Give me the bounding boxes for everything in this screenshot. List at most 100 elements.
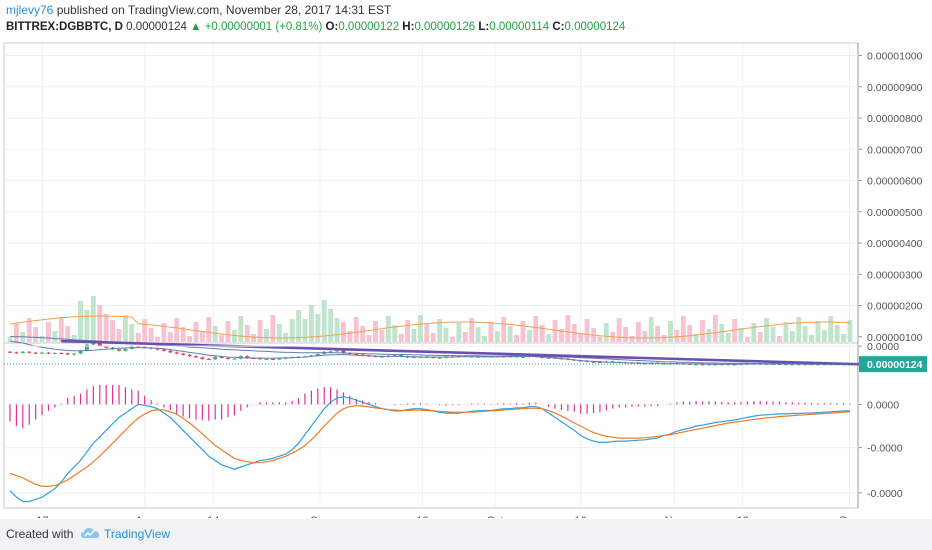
volume-bar (110, 320, 116, 342)
volume-bar (71, 335, 77, 342)
volume-bar (347, 331, 353, 342)
volume-bar (187, 336, 192, 342)
volume-bar (456, 323, 462, 342)
candle-body (8, 351, 12, 353)
volume-bar (552, 320, 558, 342)
volume-bar (174, 318, 180, 342)
volume-bar (706, 329, 712, 342)
volume-bar (405, 320, 410, 342)
volume-bar (46, 322, 51, 342)
volume-bar (738, 328, 744, 342)
volume-bar (302, 319, 308, 342)
volume-bar (424, 324, 430, 342)
y-tick-label: 0.00000300 (867, 269, 923, 281)
volume-bar (712, 315, 718, 342)
volume-bar (430, 333, 436, 342)
y-tick-label: 0.00000500 (867, 207, 923, 219)
volume-bar (122, 315, 128, 342)
volume-bar (270, 315, 276, 342)
x-tick-label: Nov (665, 515, 685, 518)
y-tick-label: 0.00000700 (867, 144, 923, 156)
candle-body (46, 352, 51, 354)
publish-info: mjlevy76 published on TradingView.com, N… (6, 3, 391, 17)
candle-body (700, 364, 705, 366)
volume-bar (597, 337, 603, 342)
candle-body (104, 346, 109, 348)
candle-body (520, 356, 525, 358)
volume-bar (507, 326, 513, 342)
last-price-label: 0.00000124 (867, 359, 923, 371)
symbol-label: BITTREX:DGBBTC, D (6, 21, 123, 33)
volume-bar (488, 322, 494, 342)
y-tick-label: 0.00000900 (867, 82, 923, 94)
volume-bar (437, 319, 443, 342)
x-tick-label: 13 (737, 515, 749, 518)
candle-body (91, 342, 96, 345)
volume-bar (84, 310, 90, 342)
signal-line (9, 405, 851, 487)
author-link[interactable]: mjlevy76 (6, 3, 54, 17)
volume-bar (26, 318, 32, 342)
volume-bar (834, 325, 840, 342)
candle-body (277, 358, 282, 360)
volume-bar (719, 324, 725, 342)
price-chart[interactable]: 17 Aug 14 Sep 18 Oct 16 Nov 13 Dec 0.00001000 0.000… (0, 38, 932, 518)
candle-body (771, 363, 776, 365)
volume-bar (648, 317, 654, 342)
candle-body (123, 348, 128, 351)
volume-bar (206, 317, 212, 342)
macd-y-tick-label: 0.0000 (867, 341, 899, 353)
volume-bar (578, 333, 584, 342)
volume-bar (757, 332, 763, 342)
footer-bar: Created with TradingView (0, 519, 932, 550)
volume-bar (411, 329, 417, 342)
high-label: H: (402, 21, 415, 33)
volume-bar (533, 316, 539, 342)
volume-bar (334, 318, 340, 342)
volume-bar (494, 331, 500, 342)
volume-bar (251, 334, 257, 342)
volume-bar (559, 329, 564, 342)
candle-body (200, 357, 205, 359)
volume-bar (789, 331, 795, 342)
volume-bar (142, 319, 148, 342)
candle-body (65, 353, 70, 355)
tradingview-brand[interactable]: TradingView (104, 527, 171, 541)
volume-bar (417, 315, 423, 342)
volume-bar (841, 334, 847, 342)
volume-bar (546, 334, 552, 342)
candle-body (161, 349, 166, 351)
volume-bar (385, 316, 391, 342)
candle-body (694, 364, 699, 366)
high-value: 0.00000126 (414, 21, 476, 33)
volume-bar (289, 319, 295, 342)
volume-bar (296, 310, 301, 342)
volume-bar (520, 321, 526, 342)
volume-bar (340, 322, 346, 342)
volume-bar (161, 323, 167, 342)
candle-body (187, 354, 192, 357)
y-tick-label: 0.00000800 (867, 113, 923, 125)
candle-body (783, 364, 788, 366)
volume-bar (668, 321, 673, 342)
candle-body (591, 361, 596, 363)
candle-body (226, 358, 231, 359)
candle-body (181, 353, 186, 355)
candle-body (392, 354, 397, 356)
volume-bar (97, 305, 103, 342)
volume-bar (603, 323, 609, 342)
volume-bar (462, 332, 468, 342)
candle-body (264, 358, 269, 360)
candle-body (796, 364, 801, 366)
volume-bar (103, 314, 109, 342)
candle-body (117, 349, 121, 351)
volume-bar (180, 327, 186, 342)
candle-body (84, 344, 89, 351)
candle-body (508, 356, 513, 358)
change-arrow-icon: ▲ (190, 21, 202, 33)
volume-bar (212, 326, 218, 342)
x-tick-label: 14 (207, 515, 219, 518)
candle-body (379, 356, 384, 358)
candle-body (399, 354, 404, 357)
volume-bar (90, 296, 96, 342)
